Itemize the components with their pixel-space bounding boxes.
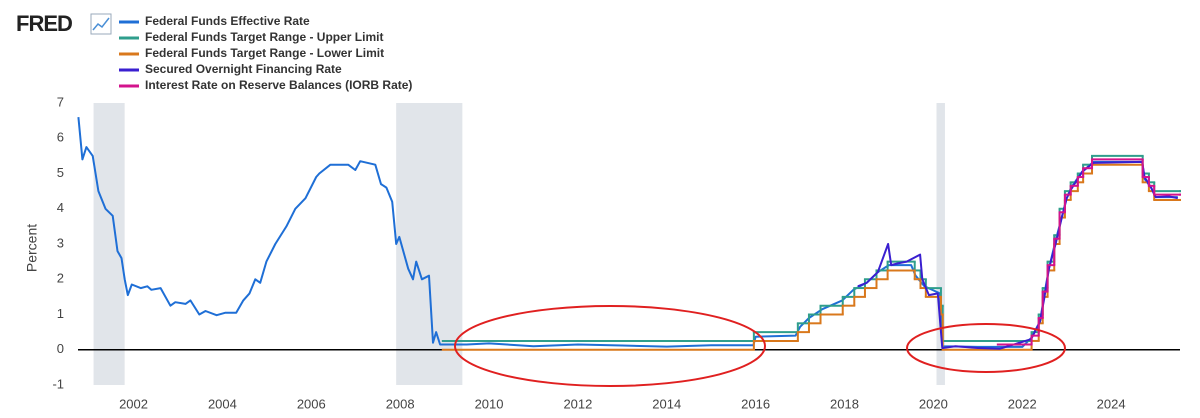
y-tick-label: 5 [57,165,64,180]
y-tick-label: 1 [57,306,64,321]
y-tick-label: 7 [57,94,64,109]
y-tick-label: -1 [52,376,64,391]
x-tick-label: 2020 [919,396,948,411]
plot-area [77,103,1181,385]
highlight-ellipse [906,323,1066,373]
recession-band [93,103,125,385]
x-tick-label: 2010 [475,396,504,411]
y-tick-label: 2 [57,271,64,286]
x-tick-label: 2006 [297,396,326,411]
y-axis-label: Percent [24,224,40,272]
legend-label: Federal Funds Effective Rate [145,14,310,28]
logo-icon [90,13,112,35]
series-line [857,160,1178,350]
y-tick-label: 6 [57,130,64,145]
series-line [77,117,1178,348]
highlight-ellipse [454,305,766,387]
x-tick-label: 2024 [1097,396,1126,411]
y-tick-label: 3 [57,235,64,250]
legend-label: Secured Overnight Financing Rate [145,62,342,76]
legend-label: Interest Rate on Reserve Balances (IORB … [145,78,412,92]
x-tick-label: 2002 [119,396,148,411]
y-tick-label: 4 [57,200,64,215]
x-tick-label: 2018 [830,396,859,411]
x-tick-label: 2022 [1008,396,1037,411]
x-tick-label: 2016 [741,396,770,411]
x-tick-label: 2014 [652,396,681,411]
y-tick-label: 0 [57,341,64,356]
legend-label: Federal Funds Target Range - Lower Limit [145,46,384,60]
x-tick-label: 2008 [386,396,415,411]
x-tick-label: 2012 [563,396,592,411]
recession-band [936,103,945,385]
logo: FRED [16,11,72,36]
recession-band [396,103,463,385]
legend-label: Federal Funds Target Range - Upper Limit [145,30,383,44]
x-tick-label: 2004 [208,396,237,411]
